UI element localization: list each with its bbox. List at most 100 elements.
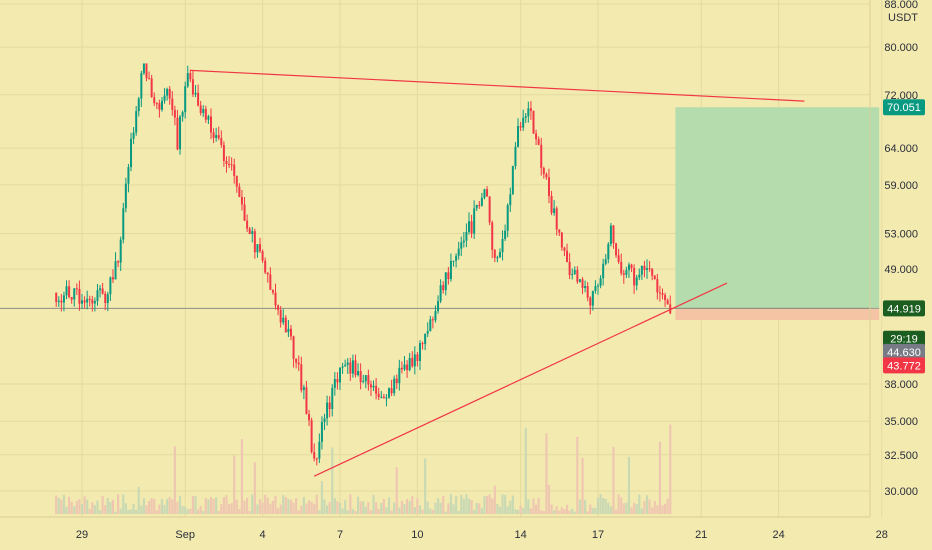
candle-body[interactable] bbox=[656, 279, 659, 293]
candle-body[interactable] bbox=[643, 265, 646, 271]
candle-body[interactable] bbox=[109, 277, 112, 295]
stop-zone[interactable] bbox=[675, 308, 880, 321]
candle-body[interactable] bbox=[630, 264, 633, 269]
candle-body[interactable] bbox=[142, 63, 145, 74]
candle-body[interactable] bbox=[323, 418, 326, 423]
candle-body[interactable] bbox=[560, 232, 563, 248]
candle-body[interactable] bbox=[331, 387, 334, 410]
candle-body[interactable] bbox=[261, 251, 264, 261]
candle-body[interactable] bbox=[426, 331, 429, 334]
candle-body[interactable] bbox=[602, 263, 605, 279]
candle-body[interactable] bbox=[217, 135, 220, 139]
candle-body[interactable] bbox=[568, 261, 571, 275]
resistance-trendline[interactable] bbox=[190, 69, 805, 102]
candle-body[interactable] bbox=[225, 160, 228, 165]
candle-body[interactable] bbox=[519, 126, 522, 128]
candle-body[interactable] bbox=[393, 378, 396, 394]
candle-body[interactable] bbox=[199, 105, 202, 113]
candle-body[interactable] bbox=[106, 294, 109, 304]
candle-body[interactable] bbox=[465, 231, 468, 241]
candle-body[interactable] bbox=[284, 317, 287, 333]
candle-body[interactable] bbox=[305, 387, 308, 414]
candle-body[interactable] bbox=[243, 204, 246, 221]
candle-body[interactable] bbox=[496, 257, 499, 259]
candle-body[interactable] bbox=[388, 388, 391, 398]
candle-body[interactable] bbox=[86, 298, 89, 303]
candle-body[interactable] bbox=[447, 272, 450, 280]
candle-body[interactable] bbox=[212, 132, 215, 138]
candle-body[interactable] bbox=[264, 260, 267, 273]
candle-body[interactable] bbox=[339, 367, 341, 383]
candle-body[interactable] bbox=[362, 381, 365, 383]
candle-body[interactable] bbox=[111, 277, 114, 280]
candle-body[interactable] bbox=[555, 208, 558, 230]
candle-body[interactable] bbox=[127, 167, 130, 184]
candle-body[interactable] bbox=[390, 388, 393, 394]
price-axis[interactable]: 88.000 80.000 72.000 64.000 59.000 53.000 49.0… bbox=[869, 0, 918, 517]
candle-body[interactable] bbox=[302, 387, 305, 391]
candle-body[interactable] bbox=[460, 242, 463, 249]
candle-body[interactable] bbox=[444, 272, 447, 291]
candle-body[interactable] bbox=[310, 420, 313, 453]
candle-body[interactable] bbox=[248, 228, 251, 235]
candle-body[interactable] bbox=[117, 261, 120, 263]
candle-body[interactable] bbox=[78, 288, 81, 304]
candle-body[interactable] bbox=[326, 402, 329, 419]
candle-body[interactable] bbox=[101, 288, 104, 294]
candle-body[interactable] bbox=[274, 292, 277, 306]
candle-body[interactable] bbox=[633, 268, 636, 286]
candle-body[interactable] bbox=[153, 97, 156, 104]
candle-body[interactable] bbox=[584, 286, 587, 288]
candle-body[interactable] bbox=[168, 88, 171, 99]
candle-body[interactable] bbox=[119, 239, 122, 263]
candle-body[interactable] bbox=[341, 366, 344, 368]
candle-body[interactable] bbox=[81, 300, 83, 304]
candle-body[interactable] bbox=[320, 422, 323, 442]
candle-body[interactable] bbox=[122, 208, 125, 240]
candle-body[interactable] bbox=[449, 260, 452, 280]
candle-body[interactable] bbox=[91, 299, 94, 304]
candle-body[interactable] bbox=[413, 354, 416, 367]
candle-body[interactable] bbox=[511, 166, 514, 195]
candle-body[interactable] bbox=[473, 208, 476, 234]
candle-body[interactable] bbox=[475, 204, 478, 209]
candle-body[interactable] bbox=[640, 265, 643, 275]
candle-body[interactable] bbox=[346, 362, 349, 365]
candle-body[interactable] bbox=[197, 92, 200, 106]
candle-body[interactable] bbox=[204, 108, 207, 120]
candle-body[interactable] bbox=[158, 103, 161, 110]
candle-body[interactable] bbox=[333, 379, 336, 388]
candle-body[interactable] bbox=[369, 384, 372, 388]
candle-body[interactable] bbox=[493, 249, 496, 258]
candle-body[interactable] bbox=[70, 296, 73, 300]
candle-body[interactable] bbox=[359, 371, 362, 383]
candle-body[interactable] bbox=[411, 357, 414, 367]
candle-body[interactable] bbox=[88, 298, 91, 300]
candle-body[interactable] bbox=[455, 255, 458, 261]
candle-body[interactable] bbox=[418, 343, 421, 361]
candle-body[interactable] bbox=[627, 264, 630, 271]
candle-body[interactable] bbox=[228, 164, 231, 166]
candle-body[interactable] bbox=[308, 413, 311, 421]
candle-body[interactable] bbox=[215, 135, 218, 138]
candle-body[interactable] bbox=[279, 309, 282, 323]
candle-body[interactable] bbox=[207, 116, 210, 120]
candle-body[interactable] bbox=[354, 360, 357, 376]
candle-body[interactable] bbox=[648, 268, 651, 270]
candle-body[interactable] bbox=[622, 273, 625, 275]
candle-body[interactable] bbox=[318, 441, 321, 459]
candle-body[interactable] bbox=[233, 164, 236, 176]
candle-body[interactable] bbox=[452, 260, 455, 262]
candle-body[interactable] bbox=[558, 229, 561, 233]
candle-body[interactable] bbox=[130, 138, 133, 168]
candle-body[interactable] bbox=[599, 278, 602, 286]
candle-body[interactable] bbox=[509, 194, 512, 206]
candle-body[interactable] bbox=[514, 146, 517, 167]
candle-body[interactable] bbox=[424, 333, 427, 345]
candle-body[interactable] bbox=[431, 319, 434, 321]
candle-body[interactable] bbox=[282, 317, 285, 323]
candle-body[interactable] bbox=[604, 259, 607, 264]
candle-body[interactable] bbox=[186, 73, 189, 87]
candle-body[interactable] bbox=[597, 285, 599, 287]
candle-body[interactable] bbox=[155, 103, 158, 105]
